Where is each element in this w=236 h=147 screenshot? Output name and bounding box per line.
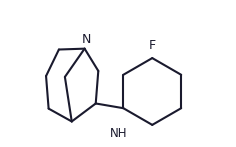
- Text: F: F: [149, 39, 156, 52]
- Text: N: N: [81, 33, 91, 46]
- Text: NH: NH: [110, 127, 128, 140]
